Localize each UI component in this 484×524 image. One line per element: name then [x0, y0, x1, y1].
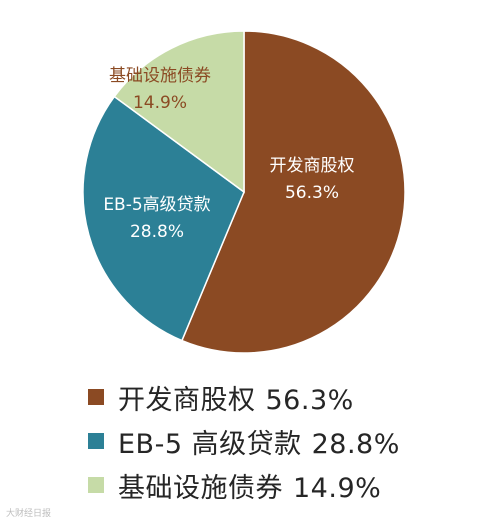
pie-plot: 开发商股权 56.3% EB-5高级贷款 28.8% 基础设施债券 14.9%: [82, 30, 406, 354]
legend-label-1: EB-5 高级贷款: [118, 428, 302, 460]
legend-value-1: 28.8%: [311, 428, 400, 460]
legend-swatch-0: [88, 389, 104, 405]
slice-value-1: 28.8%: [130, 222, 184, 242]
legend-label-2: 基础设施债券: [118, 472, 283, 504]
slice-label-0: 开发商股权: [270, 156, 355, 176]
pie-slice-0: [180, 30, 406, 354]
legend: 开发商股权 56.3% EB-5 高级贷款 28.8% 基础设施债券 14.9%: [88, 378, 400, 504]
slice-value-2: 14.9%: [133, 93, 187, 113]
legend-item-1: EB-5 高级贷款 28.8%: [88, 422, 400, 460]
legend-value-0: 56.3%: [265, 384, 354, 416]
legend-value-2: 14.9%: [293, 472, 382, 504]
legend-label-0: 开发商股权: [118, 384, 256, 416]
legend-swatch-2: [88, 477, 104, 493]
pie-slice-1: [82, 95, 245, 342]
watermark: 大财经日报: [6, 509, 52, 519]
legend-item-0: 开发商股权 56.3%: [88, 378, 400, 416]
legend-swatch-1: [88, 433, 104, 449]
slice-label-2: 基础设施债券: [109, 66, 211, 86]
slice-value-0: 56.3%: [285, 183, 339, 203]
legend-item-2: 基础设施债券 14.9%: [88, 466, 400, 504]
slice-label-1: EB-5高级贷款: [103, 195, 210, 215]
pie-slice-2: [113, 30, 245, 194]
